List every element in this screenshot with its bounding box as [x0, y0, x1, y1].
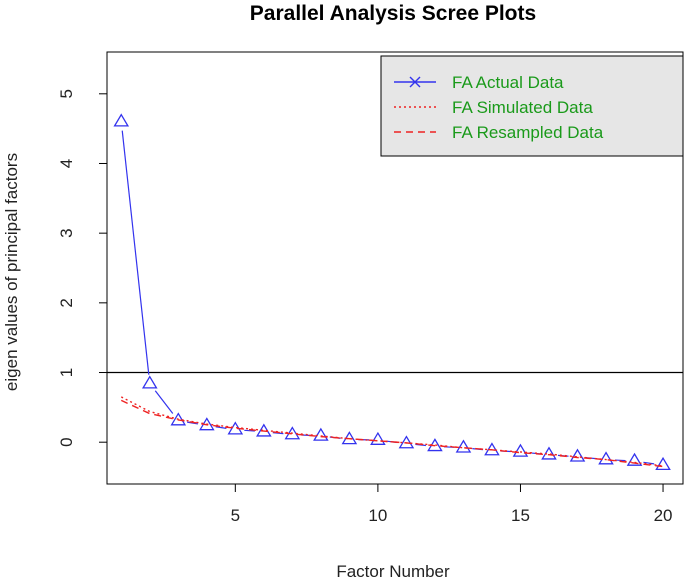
series-line-segment-actual — [215, 426, 227, 429]
x-tick-label: 5 — [231, 506, 240, 525]
data-point-triangle — [141, 375, 158, 389]
series-line-segment-actual — [244, 429, 255, 432]
series-line-segment-actual — [643, 461, 655, 465]
legend-box — [380, 55, 684, 157]
x-tick-label: 10 — [368, 506, 387, 525]
data-point-triangle — [170, 412, 187, 426]
series-line-simulated — [120, 396, 664, 467]
series-line-segment-actual — [154, 390, 174, 414]
data-point-triangle — [484, 442, 500, 456]
y-tick-label: 3 — [57, 228, 76, 237]
data-point-triangle — [569, 448, 586, 462]
y-tick-label: 5 — [57, 89, 76, 98]
legend-label: FA Actual Data — [452, 73, 564, 92]
data-point-triangle — [313, 427, 329, 441]
legend: FA Actual Data FA Simulated Data FA Resamp… — [380, 55, 684, 157]
plot-frame — [106, 51, 684, 485]
y-tick-label: 1 — [57, 368, 76, 377]
series-line-segment-actual — [121, 130, 150, 375]
data-point-triangle — [370, 431, 386, 445]
y-tick-label: 4 — [57, 159, 76, 168]
x-tick-label: 20 — [654, 506, 673, 525]
chart-title: Parallel Analysis Scree Plots — [250, 2, 536, 25]
data-point-triangle — [113, 113, 130, 127]
series-line-resampled — [120, 399, 664, 468]
x-axis-label: Factor Number — [336, 562, 450, 579]
data-point-triangle — [398, 435, 415, 449]
data-point-triangle — [541, 446, 557, 460]
data-point-triangle — [598, 451, 614, 465]
data-point-triangle — [655, 456, 671, 471]
legend-label: FA Resampled Data — [452, 123, 604, 142]
data-point-triangle — [626, 452, 643, 466]
y-tick-label: 2 — [57, 298, 76, 307]
legend-label: FA Simulated Data — [452, 98, 593, 117]
data-point-triangle — [512, 443, 529, 457]
y-axis-label: eigen values of principal factors — [2, 153, 21, 391]
series-layer — [113, 113, 671, 471]
axis-ticks: 5 10 15 20 0 1 2 3 4 5 — [57, 89, 673, 525]
data-point-triangle — [455, 439, 472, 453]
x-tick-label: 15 — [511, 506, 530, 525]
legend-x-marker — [409, 76, 421, 88]
y-tick-label: 0 — [57, 437, 76, 446]
